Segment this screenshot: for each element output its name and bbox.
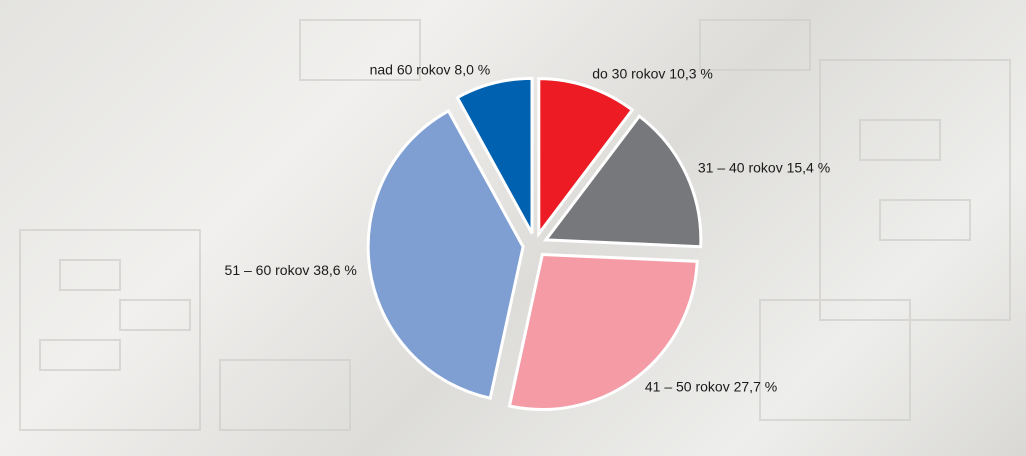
slice-label: 41 – 50 rokov 27,7 % bbox=[645, 378, 777, 394]
slice-category: 31 – 40 rokov bbox=[698, 159, 783, 175]
slice-value-label: 15,4 % bbox=[787, 159, 831, 175]
slice-value-label: 27,7 % bbox=[734, 378, 778, 394]
pie-slice bbox=[366, 108, 525, 400]
pie-slice bbox=[455, 76, 534, 235]
pie-slice bbox=[507, 252, 699, 411]
slice-value-label: 10,3 % bbox=[669, 65, 713, 81]
slice-label: 51 – 60 rokov 38,6 % bbox=[225, 262, 357, 278]
slice-value-label: 8,0 % bbox=[454, 61, 490, 77]
pie-slice bbox=[537, 77, 635, 239]
slice-category: 51 – 60 rokov bbox=[225, 262, 310, 278]
slice-category: 41 – 50 rokov bbox=[645, 378, 730, 394]
slice-label: 31 – 40 rokov 15,4 % bbox=[698, 159, 830, 175]
pie: do 30 rokov 10,3 % 31 – 40 rokov 15,4 % 41… bbox=[225, 61, 830, 411]
slice-category: do 30 rokov bbox=[592, 65, 665, 81]
slice-category: nad 60 rokov bbox=[370, 61, 451, 77]
slice-value-label: 38,6 % bbox=[313, 262, 357, 278]
slice-label: nad 60 rokov 8,0 % bbox=[370, 61, 491, 77]
pie-slice bbox=[542, 114, 703, 249]
slice-label: do 30 rokov 10,3 % bbox=[592, 65, 713, 81]
background-blocks bbox=[19, 19, 1011, 431]
